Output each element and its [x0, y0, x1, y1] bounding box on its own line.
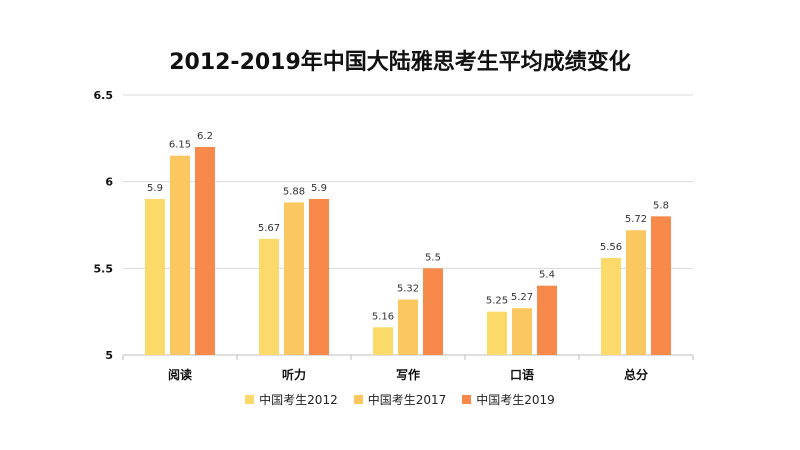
bar: [423, 268, 443, 355]
data-label: 5.9: [311, 183, 327, 194]
x-tick-label: 总分: [624, 367, 648, 382]
data-label: 5.4: [539, 270, 555, 281]
legend-swatch: [245, 395, 255, 404]
axes: 55.566.5阅读 听力 写作 口语 总分: [94, 89, 694, 382]
data-label: 5.67: [258, 223, 280, 234]
gridlines: [123, 94, 693, 356]
legend-label: 中国考生2019: [476, 393, 555, 407]
bar: [626, 230, 646, 355]
data-label: 6.15: [169, 140, 191, 151]
bar: [398, 299, 418, 355]
data-label: 5.88: [283, 186, 305, 197]
legend-swatch: [462, 395, 472, 404]
x-tick-label: 写作: [396, 367, 420, 382]
data-label: 5.9: [147, 183, 163, 194]
bar: [170, 155, 190, 355]
data-label: 5.25: [486, 296, 508, 307]
x-tick-label: 听力: [282, 367, 306, 382]
bar: [309, 199, 329, 355]
chart-title: 2012-2019年中国大陆雅思考生平均成绩变化: [169, 50, 631, 75]
bar: [601, 257, 621, 355]
data-label: 5.27: [511, 292, 533, 303]
data-labels: 5.9 5.67 5.16 5.25 5.56 6.15 5.88 5.32 5.27 5.72 6…: [147, 131, 669, 322]
legend-label: 中国考生2017: [367, 393, 447, 407]
bar: [259, 238, 279, 355]
data-label: 5.8: [653, 200, 669, 211]
data-label: 5.5: [425, 252, 441, 263]
y-tick-label: 5: [105, 349, 113, 362]
bar: [195, 147, 215, 355]
data-label: 5.56: [600, 242, 622, 253]
x-tick-label: 口语: [510, 367, 534, 382]
bar: [373, 327, 393, 355]
data-label: 5.72: [625, 214, 647, 225]
y-tick-label: 6: [105, 176, 113, 189]
data-label: 6.2: [197, 131, 213, 142]
bar: [284, 202, 304, 355]
legend-label: 中国考生2012: [259, 393, 338, 407]
legend: 中国考生2012 中国考生2017 中国考生2019: [0, 391, 800, 408]
bar: [512, 308, 532, 355]
x-tick-label: 阅读: [168, 367, 192, 382]
bar: [145, 199, 165, 355]
bars: [145, 147, 671, 355]
legend-item: 中国考生2019: [462, 391, 555, 408]
data-label: 5.16: [372, 311, 394, 322]
legend-item: 中国考生2017: [353, 391, 447, 408]
data-label: 5.32: [397, 284, 419, 295]
bar: [487, 311, 507, 355]
legend-swatch: [353, 395, 363, 404]
y-tick-label: 5.5: [94, 262, 114, 275]
y-tick-label: 6.5: [94, 89, 114, 102]
legend-item: 中国考生2012: [245, 391, 338, 408]
bar: [537, 285, 557, 355]
bar: [651, 216, 671, 355]
